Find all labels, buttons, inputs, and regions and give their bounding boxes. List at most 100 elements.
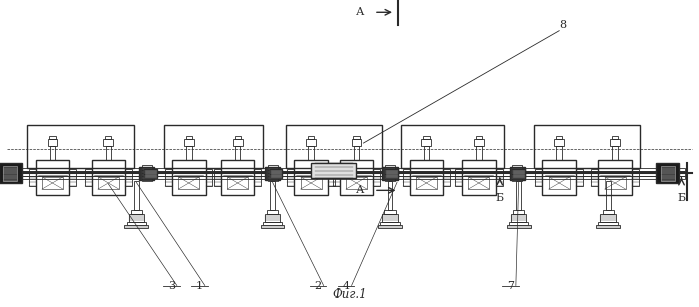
Bar	[287, 169, 294, 186]
Text: 2: 2	[315, 281, 322, 291]
Bar	[474, 139, 484, 146]
Bar	[49, 136, 55, 139]
Bar	[214, 169, 221, 186]
Bar	[352, 139, 361, 146]
Bar	[340, 160, 373, 195]
Bar	[29, 169, 36, 186]
Bar	[600, 214, 616, 222]
Bar	[576, 169, 583, 186]
Bar	[512, 165, 522, 181]
Bar	[7, 176, 685, 179]
Bar	[535, 169, 542, 186]
Bar	[333, 169, 340, 186]
Bar	[308, 136, 314, 139]
Bar	[534, 125, 640, 168]
Bar	[476, 146, 482, 160]
Bar	[598, 160, 632, 195]
Bar	[85, 169, 92, 186]
Bar	[516, 181, 521, 210]
Bar	[7, 171, 685, 176]
Bar	[311, 163, 356, 178]
Text: 1: 1	[196, 281, 203, 291]
Bar	[354, 136, 360, 139]
Bar	[403, 169, 410, 186]
Bar	[131, 210, 142, 214]
Bar	[424, 136, 429, 139]
Bar	[268, 165, 278, 181]
Text: А: А	[356, 185, 364, 195]
Bar	[127, 222, 146, 225]
Bar	[254, 169, 261, 186]
Text: 8: 8	[559, 20, 566, 29]
Bar	[3, 167, 18, 180]
Bar	[384, 210, 396, 214]
Bar	[178, 177, 199, 189]
Bar	[468, 177, 489, 189]
Bar	[656, 163, 679, 183]
Bar	[165, 169, 172, 186]
Text: Б: Б	[496, 193, 504, 204]
Bar	[556, 146, 562, 160]
Bar	[125, 169, 132, 186]
Bar	[605, 181, 611, 210]
Bar	[221, 160, 254, 195]
Bar	[306, 139, 316, 146]
Bar	[462, 160, 496, 195]
Bar	[556, 136, 563, 139]
Bar	[267, 210, 278, 214]
Bar	[301, 177, 322, 189]
Bar	[410, 160, 443, 195]
Bar	[660, 167, 675, 180]
Bar	[261, 225, 284, 228]
Bar	[509, 222, 528, 225]
Bar	[106, 146, 111, 160]
Bar	[48, 139, 57, 146]
Bar	[512, 169, 525, 178]
Bar	[134, 181, 138, 210]
Bar	[294, 160, 328, 195]
Bar	[496, 169, 503, 186]
Text: Б: Б	[677, 193, 686, 204]
Bar	[235, 136, 240, 139]
Bar	[443, 169, 450, 186]
Bar	[476, 136, 482, 139]
Bar	[50, 146, 55, 160]
Bar	[542, 160, 576, 195]
Bar	[421, 139, 431, 146]
Bar	[596, 225, 620, 228]
Bar	[265, 214, 280, 222]
Bar	[308, 146, 314, 160]
Bar	[661, 166, 675, 181]
Bar	[7, 168, 685, 171]
Bar	[605, 177, 626, 189]
Bar	[554, 139, 564, 146]
Text: А: А	[356, 7, 364, 17]
Text: 4: 4	[343, 281, 350, 291]
Bar	[3, 166, 17, 181]
Bar	[184, 139, 194, 146]
Bar	[265, 167, 280, 180]
Bar	[507, 225, 531, 228]
Bar	[455, 169, 462, 186]
Bar	[186, 136, 192, 139]
Bar	[549, 177, 570, 189]
Text: Фиг.1: Фиг.1	[332, 288, 367, 301]
Bar	[513, 210, 524, 214]
Bar	[0, 163, 22, 183]
Bar	[270, 169, 282, 178]
Bar	[388, 181, 393, 210]
Bar	[416, 177, 437, 189]
Bar	[103, 139, 113, 146]
Bar	[6, 165, 15, 181]
Bar	[42, 177, 63, 189]
Bar	[263, 222, 282, 225]
Bar	[632, 169, 639, 186]
Bar	[172, 160, 206, 195]
Bar	[186, 146, 192, 160]
Bar	[612, 146, 618, 160]
Bar	[286, 125, 382, 168]
Bar	[139, 167, 154, 180]
Bar	[27, 125, 134, 168]
Bar	[124, 225, 148, 228]
Bar	[235, 146, 240, 160]
